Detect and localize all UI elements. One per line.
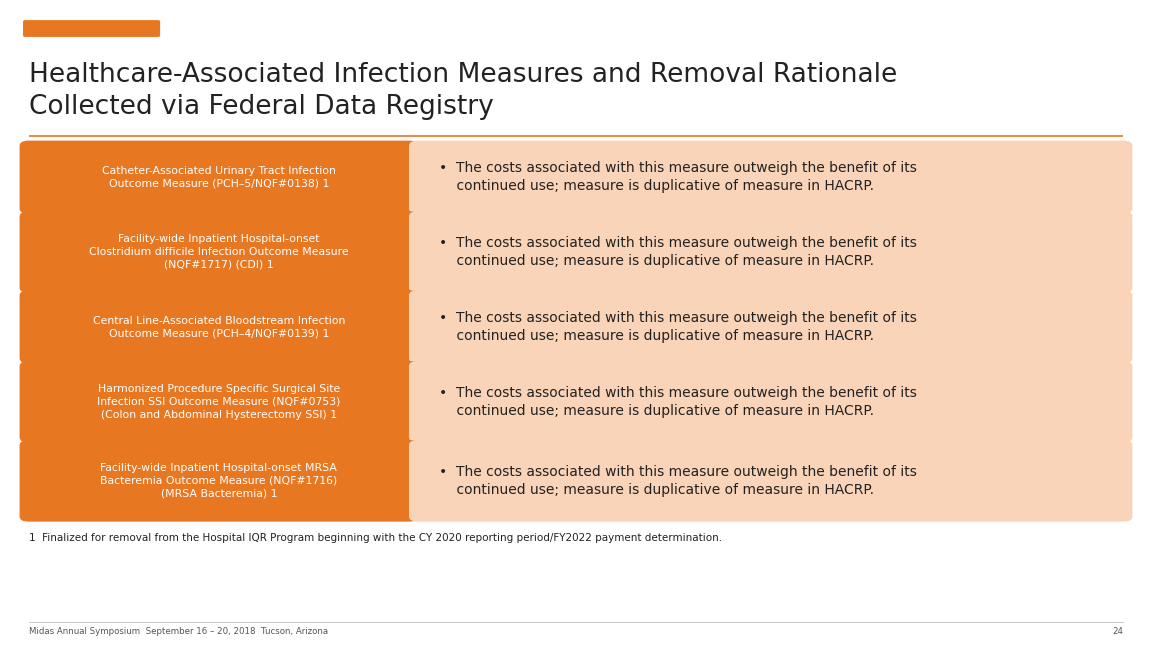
Text: •  The costs associated with this measure outweigh the benefit of its
    contin: • The costs associated with this measure… (439, 161, 917, 193)
Text: 24: 24 (1112, 627, 1123, 636)
Text: •  The costs associated with this measure outweigh the benefit of its
    contin: • The costs associated with this measure… (439, 236, 917, 268)
Text: 1  Finalized for removal from the Hospital IQR Program beginning with the CY 202: 1 Finalized for removal from the Hospita… (29, 533, 722, 542)
FancyBboxPatch shape (20, 141, 418, 214)
Text: Central Line-Associated Bloodstream Infection
Outcome Measure (PCH–4/NQF#0139) 1: Central Line-Associated Bloodstream Infe… (92, 316, 346, 338)
Text: Healthcare-Associated Infection Measures and Removal Rationale: Healthcare-Associated Infection Measures… (29, 62, 897, 87)
FancyBboxPatch shape (409, 290, 1132, 364)
FancyBboxPatch shape (409, 141, 1132, 214)
FancyBboxPatch shape (23, 20, 160, 37)
Text: Midas Annual Symposium  September 16 – 20, 2018  Tucson, Arizona: Midas Annual Symposium September 16 – 20… (29, 627, 328, 636)
Text: Catheter-Associated Urinary Tract Infection
Outcome Measure (PCH–5/NQF#0138) 1: Catheter-Associated Urinary Tract Infect… (101, 166, 336, 189)
FancyBboxPatch shape (20, 211, 418, 293)
Text: Collected via Federal Data Registry: Collected via Federal Data Registry (29, 94, 493, 120)
Text: Facility-wide Inpatient Hospital-onset
Clostridium difficile Infection Outcome M: Facility-wide Inpatient Hospital-onset C… (89, 235, 349, 270)
FancyBboxPatch shape (20, 361, 418, 443)
FancyBboxPatch shape (409, 361, 1132, 443)
FancyBboxPatch shape (409, 211, 1132, 293)
Text: •  The costs associated with this measure outweigh the benefit of its
    contin: • The costs associated with this measure… (439, 386, 917, 418)
Text: Facility-wide Inpatient Hospital-onset MRSA
Bacteremia Outcome Measure (NQF#1716: Facility-wide Inpatient Hospital-onset M… (100, 463, 338, 498)
Text: •  The costs associated with this measure outweigh the benefit of its
    contin: • The costs associated with this measure… (439, 465, 917, 497)
Text: •  The costs associated with this measure outweigh the benefit of its
    contin: • The costs associated with this measure… (439, 310, 917, 343)
Text: Harmonized Procedure Specific Surgical Site
Infection SSI Outcome Measure (NQF#0: Harmonized Procedure Specific Surgical S… (97, 384, 341, 419)
FancyBboxPatch shape (409, 440, 1132, 522)
FancyBboxPatch shape (20, 290, 418, 364)
FancyBboxPatch shape (20, 440, 418, 522)
